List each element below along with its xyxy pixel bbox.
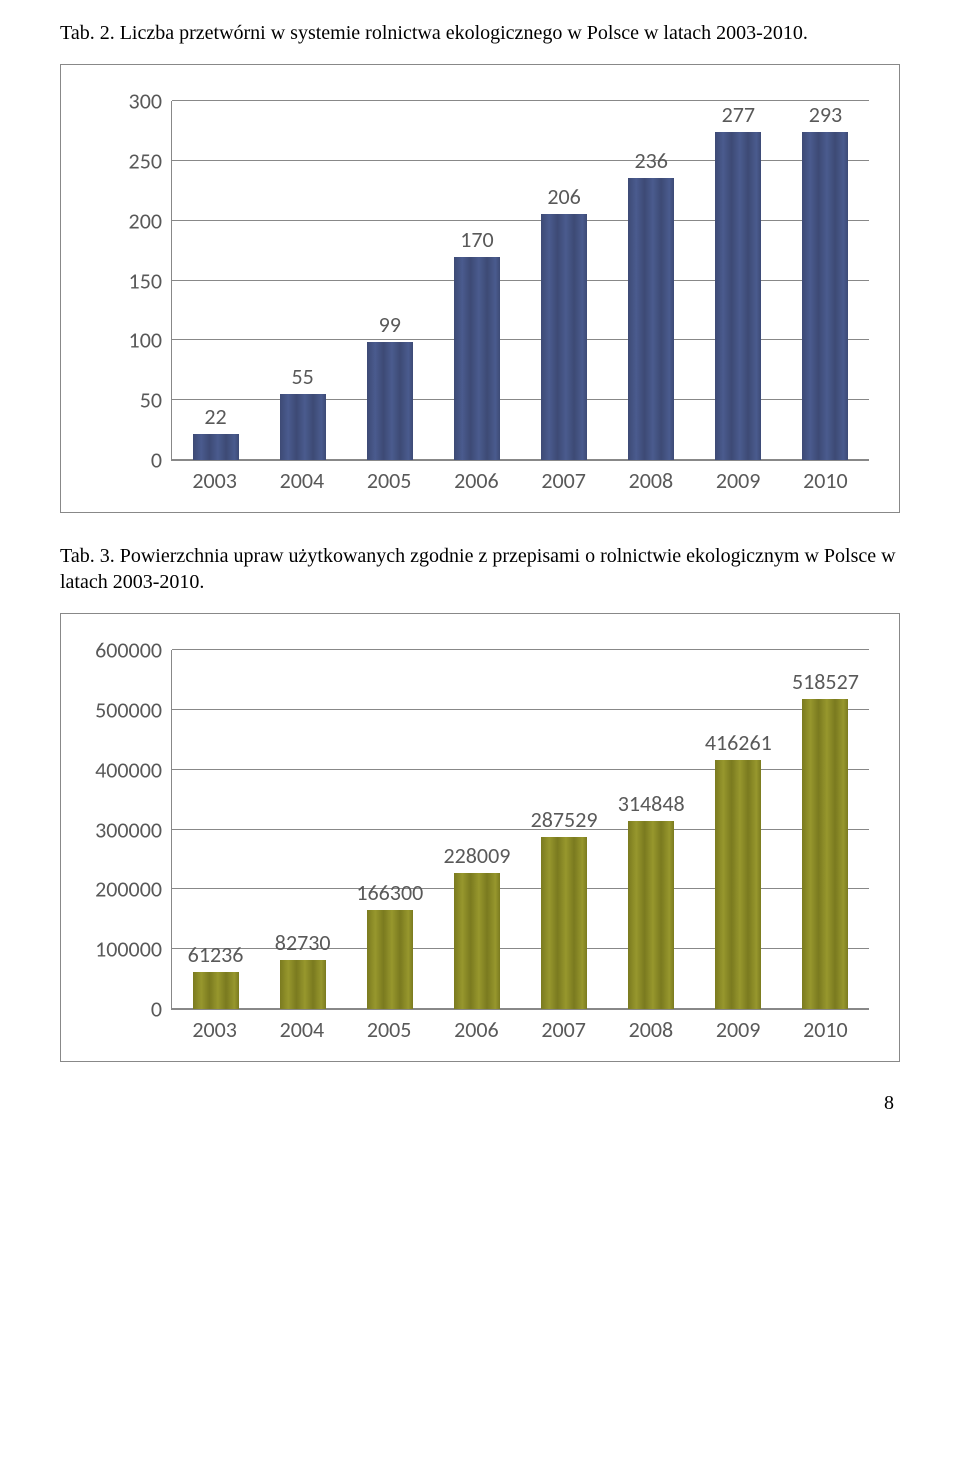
x-tick-label: 2003 <box>171 461 258 494</box>
bar-slot: 99 <box>346 101 433 460</box>
y-tick-label: 0 <box>88 447 162 474</box>
bar-value-label: 277 <box>722 101 755 128</box>
chart1-bars: 22 55 99 170 206 236 277 293 <box>172 101 869 460</box>
bar-slot: 61236 <box>172 650 259 1009</box>
bar-slot: 293 <box>782 101 869 460</box>
bar <box>541 837 587 1009</box>
bar-slot: 22 <box>172 101 259 460</box>
bar-slot: 277 <box>695 101 782 460</box>
bar-value-label: 166300 <box>356 879 423 906</box>
y-tick-label: 250 <box>88 147 162 174</box>
bar-slot: 236 <box>608 101 695 460</box>
y-tick-label: 300 <box>88 88 162 115</box>
y-tick-label: 200 <box>88 207 162 234</box>
bar-value-label: 206 <box>547 183 580 210</box>
x-tick-label: 2004 <box>258 461 345 494</box>
bar <box>367 910 413 1010</box>
chart1-plot: 225599170206236277293 050100150200250300 <box>171 101 869 461</box>
x-tick-label: 2010 <box>782 1010 869 1043</box>
bar-slot: 82730 <box>259 650 346 1009</box>
bar <box>454 257 500 460</box>
bar-slot: 314848 <box>608 650 695 1009</box>
y-tick-label: 100 <box>88 327 162 354</box>
y-tick-label: 400000 <box>88 756 162 783</box>
bar <box>541 214 587 461</box>
bar-slot: 518527 <box>782 650 869 1009</box>
bar-value-label: 287529 <box>531 806 598 833</box>
x-tick-label: 2004 <box>258 1010 345 1043</box>
x-tick-label: 2007 <box>520 461 607 494</box>
bar-value-label: 314848 <box>618 790 685 817</box>
y-tick-label: 500000 <box>88 696 162 723</box>
bar-slot: 287529 <box>521 650 608 1009</box>
bar <box>280 394 326 460</box>
bar <box>628 178 674 460</box>
y-tick-label: 150 <box>88 267 162 294</box>
bar <box>802 699 848 1009</box>
bar-value-label: 55 <box>292 363 314 390</box>
y-tick-label: 0 <box>88 996 162 1023</box>
page-number: 8 <box>60 1092 900 1115</box>
bar <box>628 821 674 1009</box>
bar-slot: 206 <box>521 101 608 460</box>
bar-value-label: 61236 <box>188 941 244 968</box>
bar-slot: 55 <box>259 101 346 460</box>
x-tick-label: 2006 <box>433 461 520 494</box>
bar <box>367 342 413 460</box>
chart2-caption: Tab. 3. Powierzchnia upraw użytkowanych … <box>60 543 900 595</box>
x-tick-label: 2009 <box>695 461 782 494</box>
bar-value-label: 228009 <box>443 842 510 869</box>
bar <box>454 873 500 1009</box>
x-tick-label: 2007 <box>520 1010 607 1043</box>
x-tick-label: 2008 <box>607 461 694 494</box>
bar-value-label: 22 <box>204 403 226 430</box>
bar-value-label: 170 <box>460 226 493 253</box>
chart2-plot: 61236 82730 166300 228009 287529 314848 416261… <box>171 650 869 1010</box>
bar <box>715 132 761 460</box>
bar-slot: 166300 <box>346 650 433 1009</box>
y-tick-label: 600000 <box>88 637 162 664</box>
bar <box>280 960 326 1010</box>
bar-value-label: 99 <box>379 311 401 338</box>
chart1-xaxis: 20032004200520062007200820092010 <box>171 461 869 494</box>
x-tick-label: 2009 <box>695 1010 782 1043</box>
chart1-frame: 22 55 99 170 206 236 277 293 0 50 100 150 200 250 300… <box>60 64 900 513</box>
bar-slot: 416261 <box>695 650 782 1009</box>
bar <box>193 434 239 460</box>
bar-slot: 170 <box>433 101 520 460</box>
x-tick-label: 2006 <box>433 1010 520 1043</box>
bar <box>715 760 761 1009</box>
chart2-bars: 61236 82730 166300 228009 287529 314848 416261… <box>172 650 869 1009</box>
chart2: 61236 82730 166300 228009 287529 314848 416261… <box>87 650 873 1043</box>
chart1: 225599170206236277293 050100150200250300… <box>87 101 873 494</box>
x-tick-label: 2005 <box>346 461 433 494</box>
bar-value-label: 518527 <box>792 668 859 695</box>
x-tick-label: 2005 <box>346 1010 433 1043</box>
y-tick-label: 50 <box>88 387 162 414</box>
bar-value-label: 236 <box>634 147 667 174</box>
x-tick-label: 2008 <box>607 1010 694 1043</box>
chart2-frame: 61236 82730 166300 228009 287529 314848 416261… <box>60 613 900 1062</box>
y-tick-label: 200000 <box>88 876 162 903</box>
bar-slot: 228009 <box>433 650 520 1009</box>
x-tick-label: 2010 <box>782 461 869 494</box>
bar-value-label: 82730 <box>275 929 331 956</box>
bar-value-label: 416261 <box>705 729 772 756</box>
bar <box>802 132 848 460</box>
y-tick-label: 300000 <box>88 816 162 843</box>
bar <box>193 972 239 1009</box>
bar-value-label: 293 <box>809 101 842 128</box>
chart1-caption: Tab. 2. Liczba przetwórni w systemie rol… <box>60 20 900 46</box>
x-tick-label: 2003 <box>171 1010 258 1043</box>
y-tick-label: 100000 <box>88 936 162 963</box>
chart2-xaxis: 20032004200520062007200820092010 <box>171 1010 869 1043</box>
